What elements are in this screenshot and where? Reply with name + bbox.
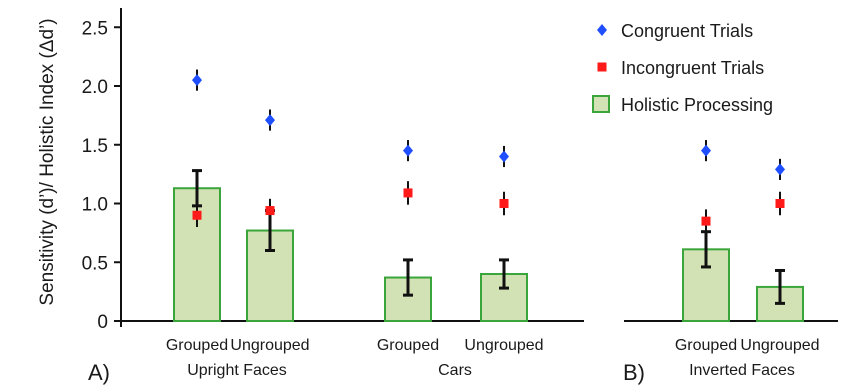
- incongruent-point: [403, 188, 413, 198]
- category-label: Ungrouped: [464, 337, 543, 354]
- category-label: Grouped: [675, 337, 737, 354]
- legend-incongruent-marker: [597, 62, 607, 72]
- congruent-point: [701, 144, 711, 157]
- y-axis-label: Sensitivity (d’)/ Holistic Index (Δd’): [37, 18, 58, 305]
- group-labels: Upright Faces Cars Inverted Faces: [187, 362, 795, 379]
- incongruent-point: [701, 216, 711, 226]
- incongruent-point: [499, 199, 509, 208]
- axes: [120, 8, 838, 327]
- incongruent-point: [192, 210, 202, 220]
- panel-labels: A) B): [88, 360, 645, 385]
- congruent-point: [192, 74, 202, 87]
- y-tick-label: 1.5: [82, 136, 108, 157]
- y-ticks: 0 0.5 1.0 1.5 2.0 2.5: [82, 18, 121, 333]
- group-label: Inverted Faces: [689, 362, 795, 379]
- y-tick-label: 2.0: [82, 77, 108, 98]
- legend-holistic-marker: [592, 95, 610, 113]
- y-tick-label: 2.5: [82, 18, 108, 39]
- y-tick-label: 1.0: [82, 195, 108, 216]
- y-tick-label: 0: [97, 312, 108, 333]
- category-labels: Grouped Ungrouped Grouped Ungrouped Grouped U…: [166, 337, 820, 354]
- legend-label: Incongruent Trials: [621, 58, 764, 78]
- legend-congruent-marker: [597, 24, 607, 36]
- points: [192, 69, 785, 233]
- legend-label: Congruent Trials: [621, 21, 753, 41]
- congruent-point: [265, 114, 275, 127]
- panel-label: B): [623, 360, 645, 385]
- category-label: Grouped: [377, 337, 439, 354]
- congruent-point: [499, 150, 509, 163]
- category-label: Ungrouped: [740, 337, 819, 354]
- group-label: Upright Faces: [187, 362, 287, 379]
- group-label: Cars: [438, 362, 472, 379]
- panel-label: A): [88, 360, 110, 385]
- legend: Congruent Trials Incongruent Trials Holist…: [592, 21, 773, 115]
- y-tick-label: 0.5: [82, 253, 108, 274]
- congruent-point: [403, 144, 413, 157]
- category-label: Grouped: [166, 337, 228, 354]
- bars: [173, 169, 804, 322]
- incongruent-point: [775, 199, 785, 208]
- category-label: Ungrouped: [230, 337, 309, 354]
- congruent-point: [775, 163, 785, 176]
- incongruent-point: [265, 206, 275, 216]
- legend-label: Holistic Processing: [621, 95, 773, 115]
